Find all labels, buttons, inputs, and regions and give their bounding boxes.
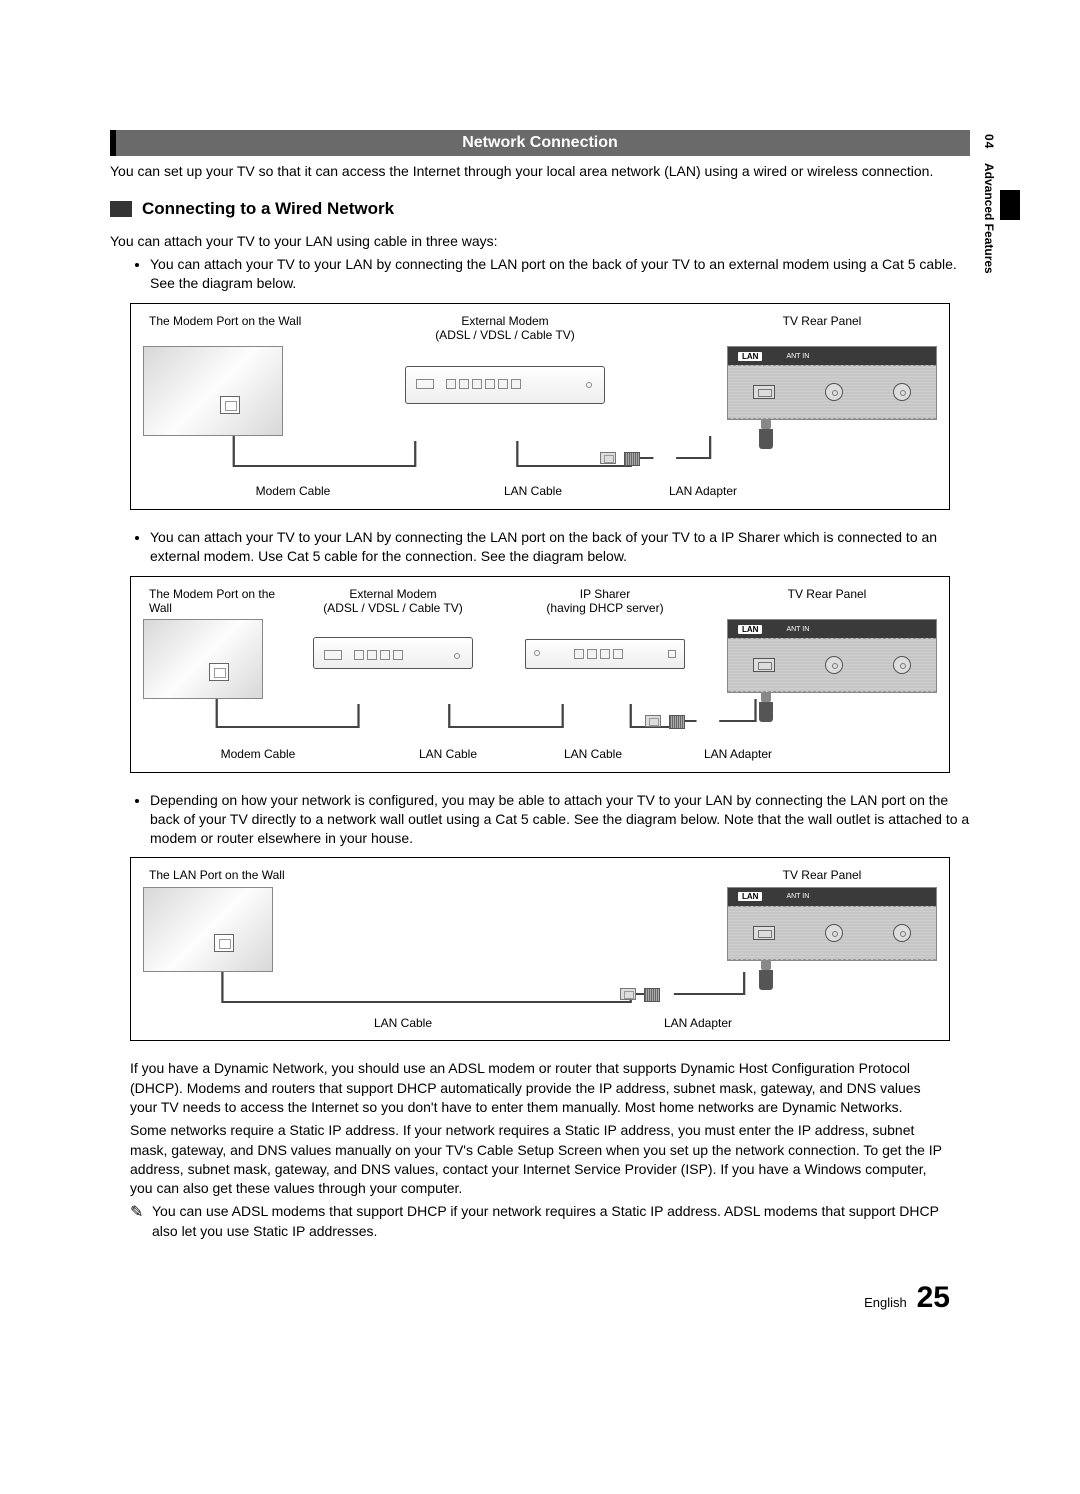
- rj45-plug-icon: [645, 715, 661, 727]
- label-lan-adapter: LAN Adapter: [663, 747, 813, 761]
- label-modem-cable: Modem Cable: [143, 747, 373, 761]
- subsection-heading: Connecting to a Wired Network: [110, 199, 970, 219]
- section-banner: Network Connection: [110, 130, 970, 156]
- page-footer: English 25: [110, 1281, 970, 1315]
- diagram-ip-sharer: The Modem Port on the Wall External Mode…: [130, 576, 950, 773]
- modem-icon: [405, 366, 605, 404]
- thumb-index-mark: [1000, 190, 1020, 220]
- label-lan-cable: LAN Cable: [523, 747, 663, 761]
- method-list: You can attach your TV to your LAN by co…: [110, 255, 970, 293]
- label-modem-sub: (ADSL / VDSL / Cable TV): [435, 328, 575, 342]
- rj45-plug-icon: [600, 452, 616, 464]
- usb-adapter-icon: [758, 960, 774, 990]
- label-tv: TV Rear Panel: [707, 868, 937, 882]
- diagram-modem-direct: The Modem Port on the Wall External Mode…: [130, 303, 950, 510]
- lan-chip: LAN: [738, 892, 762, 901]
- paragraph: Some networks require a Static IP addres…: [130, 1121, 950, 1198]
- lan-dongle-icon: [624, 452, 640, 466]
- label-modem: External Modem: [349, 587, 436, 601]
- lan-chip: LAN: [738, 625, 762, 634]
- ip-sharer-icon: [525, 639, 685, 669]
- label-lan-cable: LAN Cable: [143, 1016, 583, 1030]
- lead-text: You can attach your TV to your LAN using…: [110, 233, 970, 249]
- note-icon: ✎: [130, 1202, 152, 1241]
- label-modem: External Modem: [461, 314, 548, 328]
- label-tv: TV Rear Panel: [717, 587, 937, 616]
- diagram-wall-direct: The LAN Port on the Wall TV Rear Panel L…: [130, 857, 950, 1041]
- modem-icon: [313, 637, 473, 669]
- label-sharer-sub: (having DHCP server): [546, 601, 663, 615]
- footer-lang: English: [864, 1295, 907, 1310]
- label-tv: TV Rear Panel: [707, 314, 937, 343]
- label-wall-lan: The LAN Port on the Wall: [143, 868, 343, 882]
- note: ✎ You can use ADSL modems that support D…: [130, 1202, 950, 1241]
- paragraph: If you have a Dynamic Network, you shoul…: [130, 1059, 950, 1117]
- heading-bar-icon: [110, 201, 132, 217]
- list-item: You can attach your TV to your LAN by co…: [150, 528, 970, 566]
- side-chapter-tab: 04 Advanced Features: [978, 130, 1000, 330]
- intro-text: You can set up your TV so that it can ac…: [110, 162, 970, 181]
- label-sharer: IP Sharer: [580, 587, 630, 601]
- ant-chip: ANT IN: [786, 353, 809, 360]
- label-modem-cable: Modem Cable: [143, 484, 443, 498]
- note-text: You can use ADSL modems that support DHC…: [152, 1202, 950, 1241]
- usb-adapter-icon: [758, 692, 774, 722]
- label-lan-adapter: LAN Adapter: [583, 1016, 813, 1030]
- label-wall: The Modem Port on the Wall: [143, 314, 303, 343]
- wall-port-icon: [143, 887, 273, 972]
- tv-panel-icon: LAN ANT IN: [727, 619, 937, 693]
- method-list: Depending on how your network is configu…: [110, 791, 970, 848]
- ant-chip: ANT IN: [786, 626, 809, 633]
- usb-adapter-icon: [758, 419, 774, 449]
- lan-chip: LAN: [738, 352, 762, 361]
- label-modem-sub: (ADSL / VDSL / Cable TV): [323, 601, 463, 615]
- label-lan-cable: LAN Cable: [443, 484, 623, 498]
- tv-panel-icon: LAN ANT IN: [727, 346, 937, 420]
- label-lan-adapter: LAN Adapter: [623, 484, 783, 498]
- tv-panel-icon: LAN ANT IN: [727, 887, 937, 961]
- list-item: You can attach your TV to your LAN by co…: [150, 255, 970, 293]
- subsection-title: Connecting to a Wired Network: [142, 199, 394, 219]
- label-lan-cable: LAN Cable: [373, 747, 523, 761]
- chapter-number: 04: [982, 130, 996, 159]
- wall-port-icon: [143, 346, 283, 436]
- banner-title: Network Connection: [462, 134, 618, 151]
- ant-chip: ANT IN: [786, 893, 809, 900]
- label-wall: The Modem Port on the Wall: [143, 587, 293, 616]
- wall-port-icon: [143, 619, 263, 699]
- lan-dongle-icon: [669, 715, 685, 729]
- method-list: You can attach your TV to your LAN by co…: [110, 528, 970, 566]
- rj45-plug-icon: [620, 988, 636, 1000]
- lan-dongle-icon: [644, 988, 660, 1002]
- chapter-label: Advanced Features: [982, 159, 996, 274]
- list-item: Depending on how your network is configu…: [150, 791, 970, 848]
- footer-page: 25: [917, 1281, 950, 1314]
